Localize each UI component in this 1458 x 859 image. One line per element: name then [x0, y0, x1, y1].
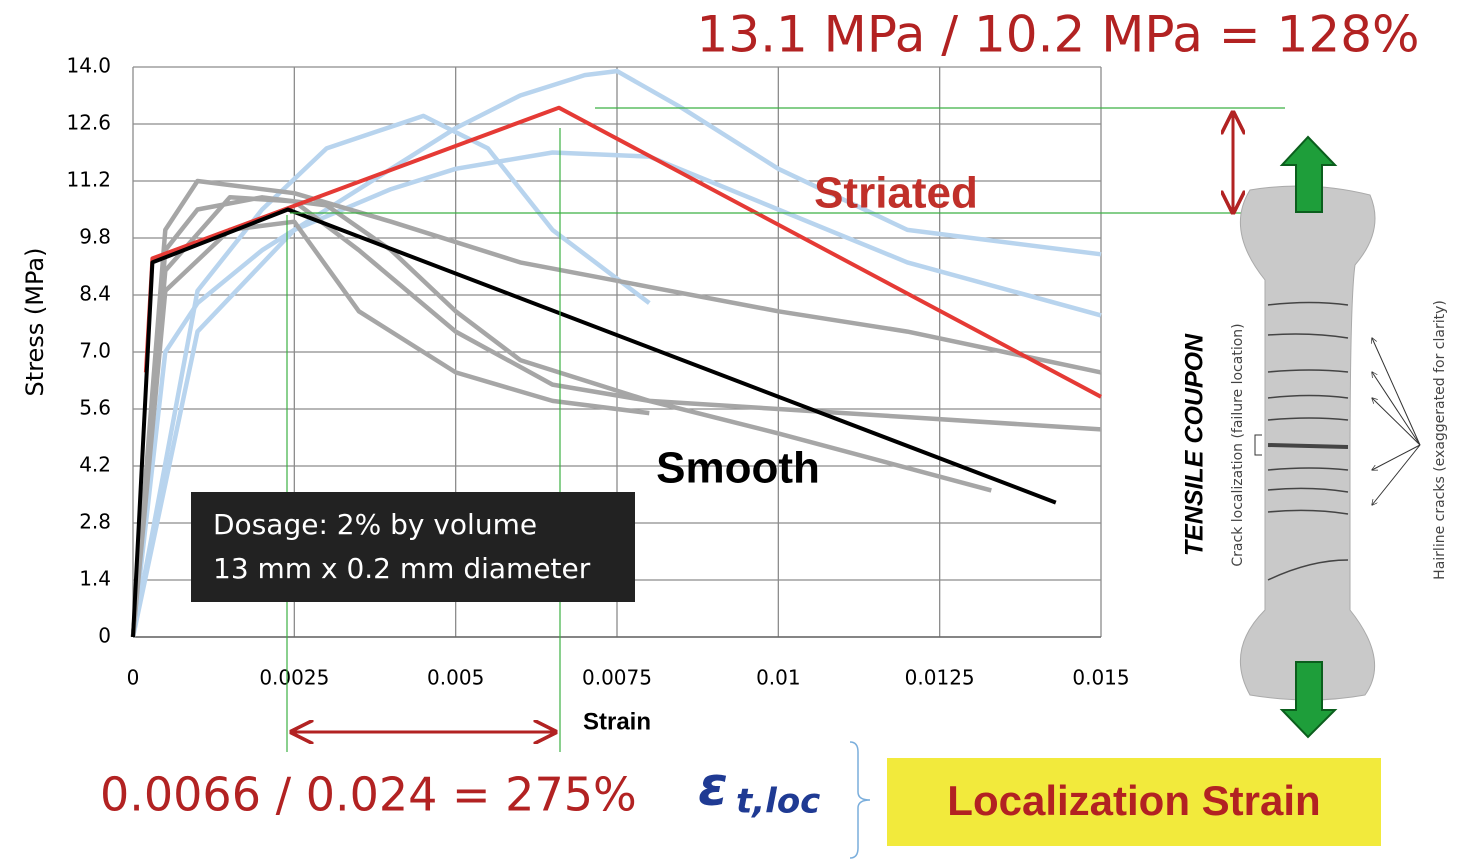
- x-tick-label: 0: [127, 666, 140, 690]
- test-curve: [130, 219, 650, 638]
- y-tick-label: 14.0: [66, 54, 111, 78]
- coupon-title: TENSILE COUPON: [1181, 333, 1209, 556]
- model-line: [131, 207, 1057, 638]
- localization-box: [887, 758, 1381, 846]
- x-tick-label: 0.005: [427, 666, 484, 690]
- crack-localization: Crack localization (failure location): [1230, 323, 1246, 566]
- x-tick-label: 0.0075: [582, 666, 652, 690]
- guides: [286, 107, 1285, 752]
- fiber-text: 13 mm x 0.2 mm diameter: [213, 552, 591, 585]
- y-tick-label: 5.6: [79, 396, 111, 420]
- y-tick-label: 2.8: [79, 510, 111, 534]
- x-tick-label: 0.015: [1072, 666, 1129, 690]
- test-curve: [130, 113, 651, 638]
- x-tick-label: 0.0025: [259, 666, 329, 690]
- y-tick-label: 1.4: [79, 567, 111, 591]
- test-curve: [130, 178, 1102, 638]
- smooth-label: Smooth: [656, 444, 820, 493]
- y-tick-label: 11.2: [66, 168, 111, 192]
- y-tick-label: 9.8: [79, 225, 111, 249]
- test-curve: [130, 68, 1102, 638]
- epsilon: ε: [698, 755, 728, 818]
- y-tick-label: 12.6: [66, 111, 111, 135]
- y-tick-label: 0: [98, 624, 111, 648]
- y-tick-label: 4.2: [79, 453, 111, 477]
- coupon: [1239, 135, 1421, 739]
- striated-label: Striated: [814, 169, 978, 218]
- y-tick-label: 8.4: [79, 282, 111, 306]
- model-line: [143, 105, 1102, 399]
- x-tick-label: 0.01: [756, 666, 801, 690]
- y-axis-label: Stress (MPa): [21, 248, 49, 397]
- localization-label: Localization Strain: [947, 777, 1320, 824]
- x-tick-label: 0.0125: [905, 666, 975, 690]
- dosage-box: [191, 492, 635, 602]
- x-axis-label: Strain: [583, 708, 651, 735]
- hairline-cracks: Hairline cracks (exaggerated for clarity…: [1432, 300, 1448, 580]
- y-tick-label: 7.0: [79, 339, 111, 363]
- chart-title: 13.1 MPa / 10.2 MPa = 128%: [696, 6, 1419, 64]
- epsilon-subscript: t,loc: [736, 782, 820, 822]
- strain-ratio: 0.0066 / 0.024 = 275%: [100, 768, 637, 822]
- title-bg: [690, 0, 1430, 64]
- dosage-text: Dosage: 2% by volume: [213, 508, 537, 541]
- test-curve: [130, 150, 1102, 638]
- brace: [849, 741, 871, 859]
